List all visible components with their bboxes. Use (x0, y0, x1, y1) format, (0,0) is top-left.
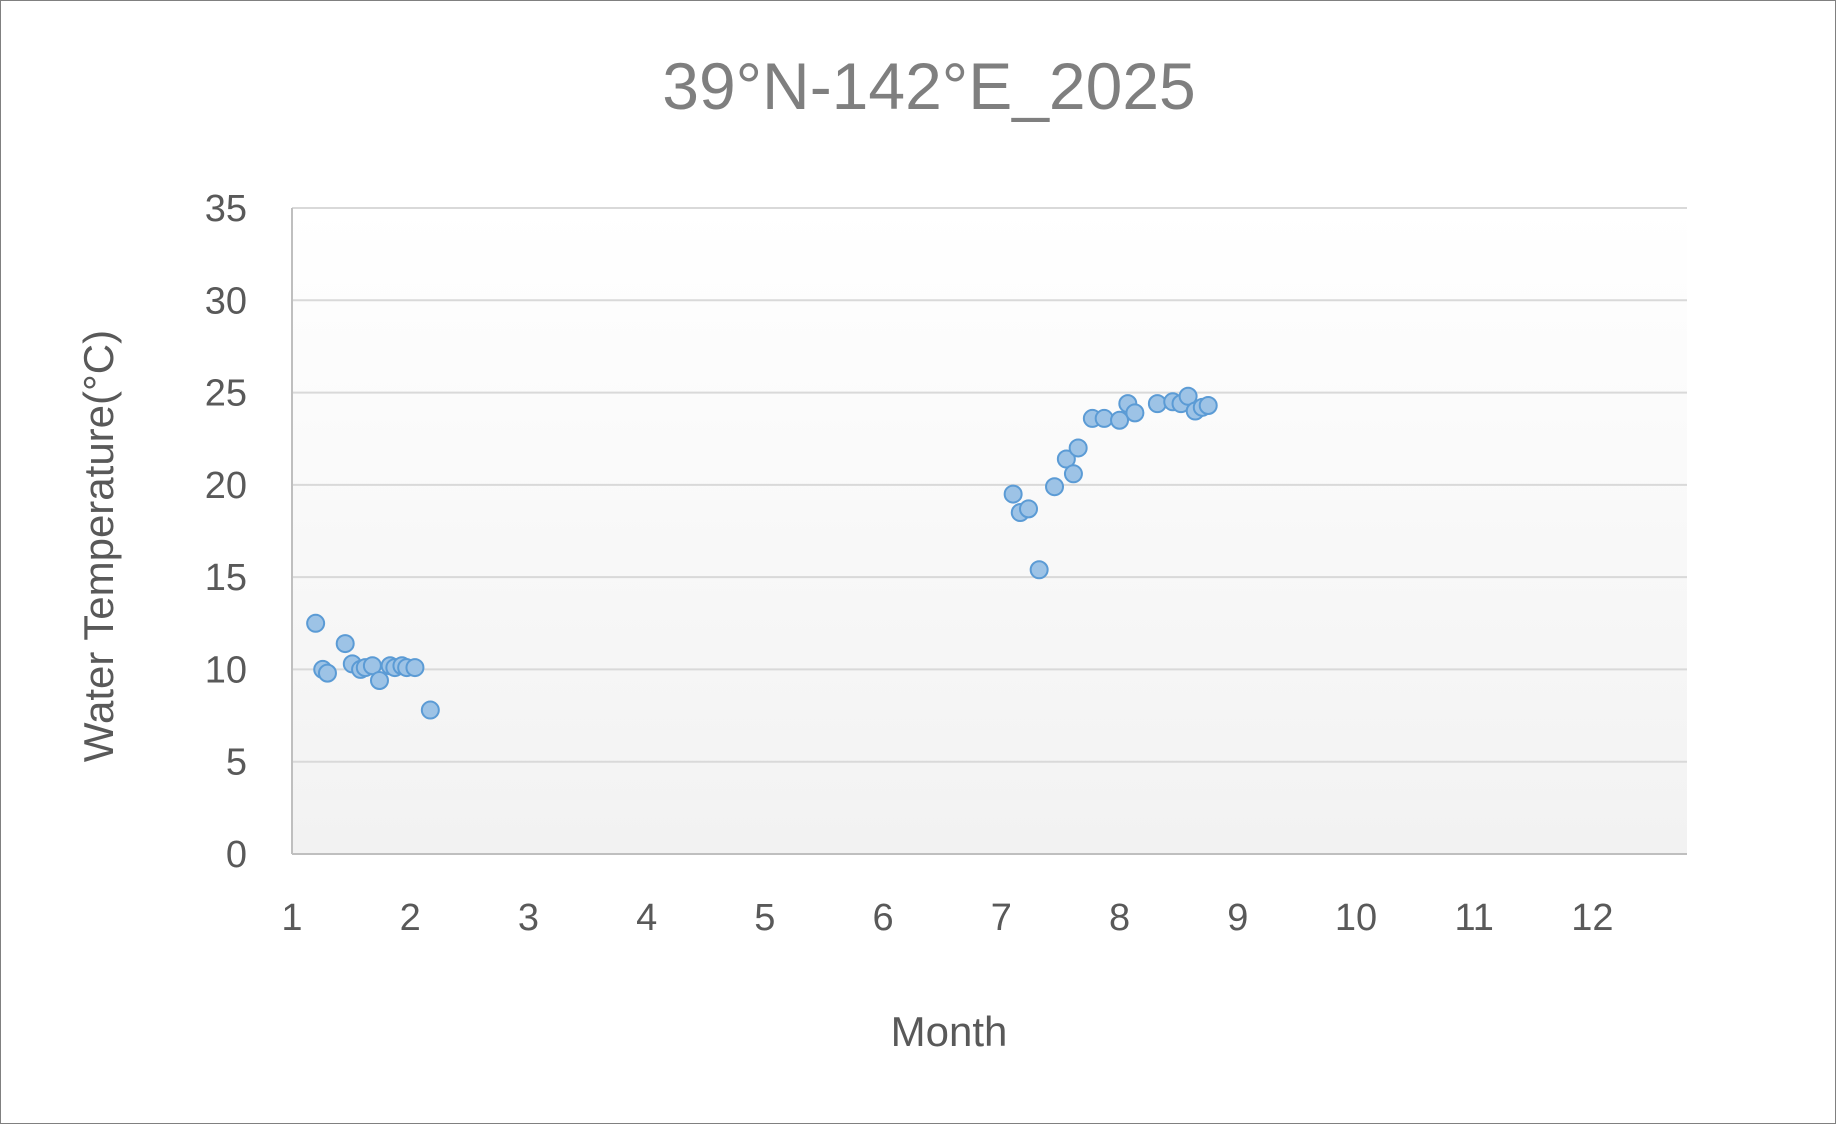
data-point (1198, 395, 1218, 415)
plot-area (292, 208, 1687, 854)
gridlines (292, 207, 1687, 763)
data-point (1125, 403, 1145, 423)
data-point (1063, 464, 1083, 484)
y-tick-label: 30 (205, 280, 247, 322)
data-point (1019, 499, 1039, 519)
y-tick-label: 35 (205, 188, 247, 230)
data-point (1147, 394, 1167, 414)
x-tick-label: 2 (400, 897, 421, 939)
x-tick-label: 4 (636, 897, 657, 939)
x-tick-label: 11 (1454, 897, 1493, 939)
x-tick-label: 7 (991, 897, 1012, 939)
x-tick-label: 12 (1571, 897, 1613, 939)
x-tick-label: 8 (1109, 897, 1130, 939)
data-point (369, 671, 389, 691)
x-tick-label: 5 (754, 897, 775, 939)
y-tick-label: 20 (205, 465, 247, 507)
x-tick-label: 3 (518, 897, 539, 939)
x-tick-label: 10 (1335, 897, 1377, 939)
data-point (306, 613, 326, 633)
y-tick-label: 15 (205, 557, 247, 599)
y-tick-label: 10 (205, 649, 247, 691)
y-tick-label: 0 (226, 834, 247, 876)
y-tick-label: 5 (226, 742, 247, 784)
axes (291, 208, 1687, 855)
x-tick-label: 6 (873, 897, 894, 939)
data-point (1003, 484, 1023, 504)
data-point (1045, 477, 1065, 497)
x-axis-title: Month (891, 1008, 1008, 1055)
data-point (1029, 560, 1049, 580)
x-tick-label: 9 (1227, 897, 1248, 939)
y-tick-label: 25 (205, 373, 247, 415)
data-point (405, 658, 425, 678)
x-tick-labels: 1 2 3 4 5 6 7 8 9 10 11 12 (281, 897, 1613, 939)
data-points (306, 386, 1218, 720)
data-point (1094, 408, 1114, 428)
data-point (317, 663, 337, 683)
y-tick-labels: 0 5 10 15 20 25 30 35 (205, 188, 247, 876)
data-point (1110, 410, 1130, 430)
data-point (335, 634, 355, 654)
data-point (420, 700, 440, 720)
y-axis-title: Water Temperature(°C) (75, 330, 122, 762)
chart-title: 39°N-142°E_2025 (662, 49, 1196, 123)
data-point (1068, 438, 1088, 458)
x-tick-label: 1 (281, 897, 302, 939)
